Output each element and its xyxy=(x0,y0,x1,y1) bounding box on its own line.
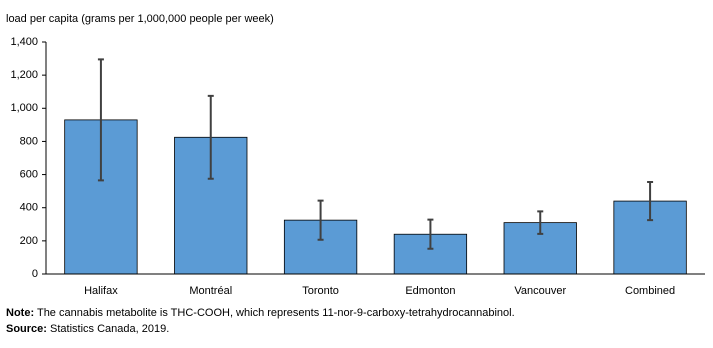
y-tick-label: 1,000 xyxy=(10,102,38,114)
chart: load per capita (grams per 1,000,000 peo… xyxy=(6,13,705,297)
y-tick-label: 1,400 xyxy=(10,36,38,48)
error-bar xyxy=(427,218,434,250)
y-tick-label: 200 xyxy=(20,235,38,247)
y-tick-label: 600 xyxy=(20,168,38,180)
source: Source: Statistics Canada, 2019. xyxy=(6,323,169,335)
error-bar xyxy=(207,94,214,180)
y-tick-label: 800 xyxy=(20,135,38,147)
y-tick-label: 0 xyxy=(32,268,38,280)
x-tick-label: Montréal xyxy=(189,285,232,297)
x-tick-label: Vancouver xyxy=(514,285,566,297)
y-tick-label: 1,200 xyxy=(10,69,38,81)
y-axis-title: load per capita (grams per 1,000,000 peo… xyxy=(6,13,274,25)
x-tick-label: Toronto xyxy=(302,285,339,297)
bar xyxy=(503,222,577,275)
x-tick-label: Edmonton xyxy=(405,285,455,297)
y-tick-label: 400 xyxy=(20,202,38,214)
error-bar xyxy=(97,58,104,182)
x-tick-label: Combined xyxy=(625,285,675,297)
error-bar xyxy=(537,210,544,235)
note-text: The cannabis metabolite is THC-COOH, whi… xyxy=(36,307,515,319)
error-bar xyxy=(647,181,654,222)
note-label: Note: xyxy=(6,307,35,319)
error-bar xyxy=(317,199,324,241)
source-label: Source: xyxy=(6,323,47,335)
source-text: Statistics Canada, 2019. xyxy=(50,323,170,335)
note: Note: The cannabis metabolite is THC-COO… xyxy=(6,307,515,319)
x-tick-label: Halifax xyxy=(84,285,118,297)
